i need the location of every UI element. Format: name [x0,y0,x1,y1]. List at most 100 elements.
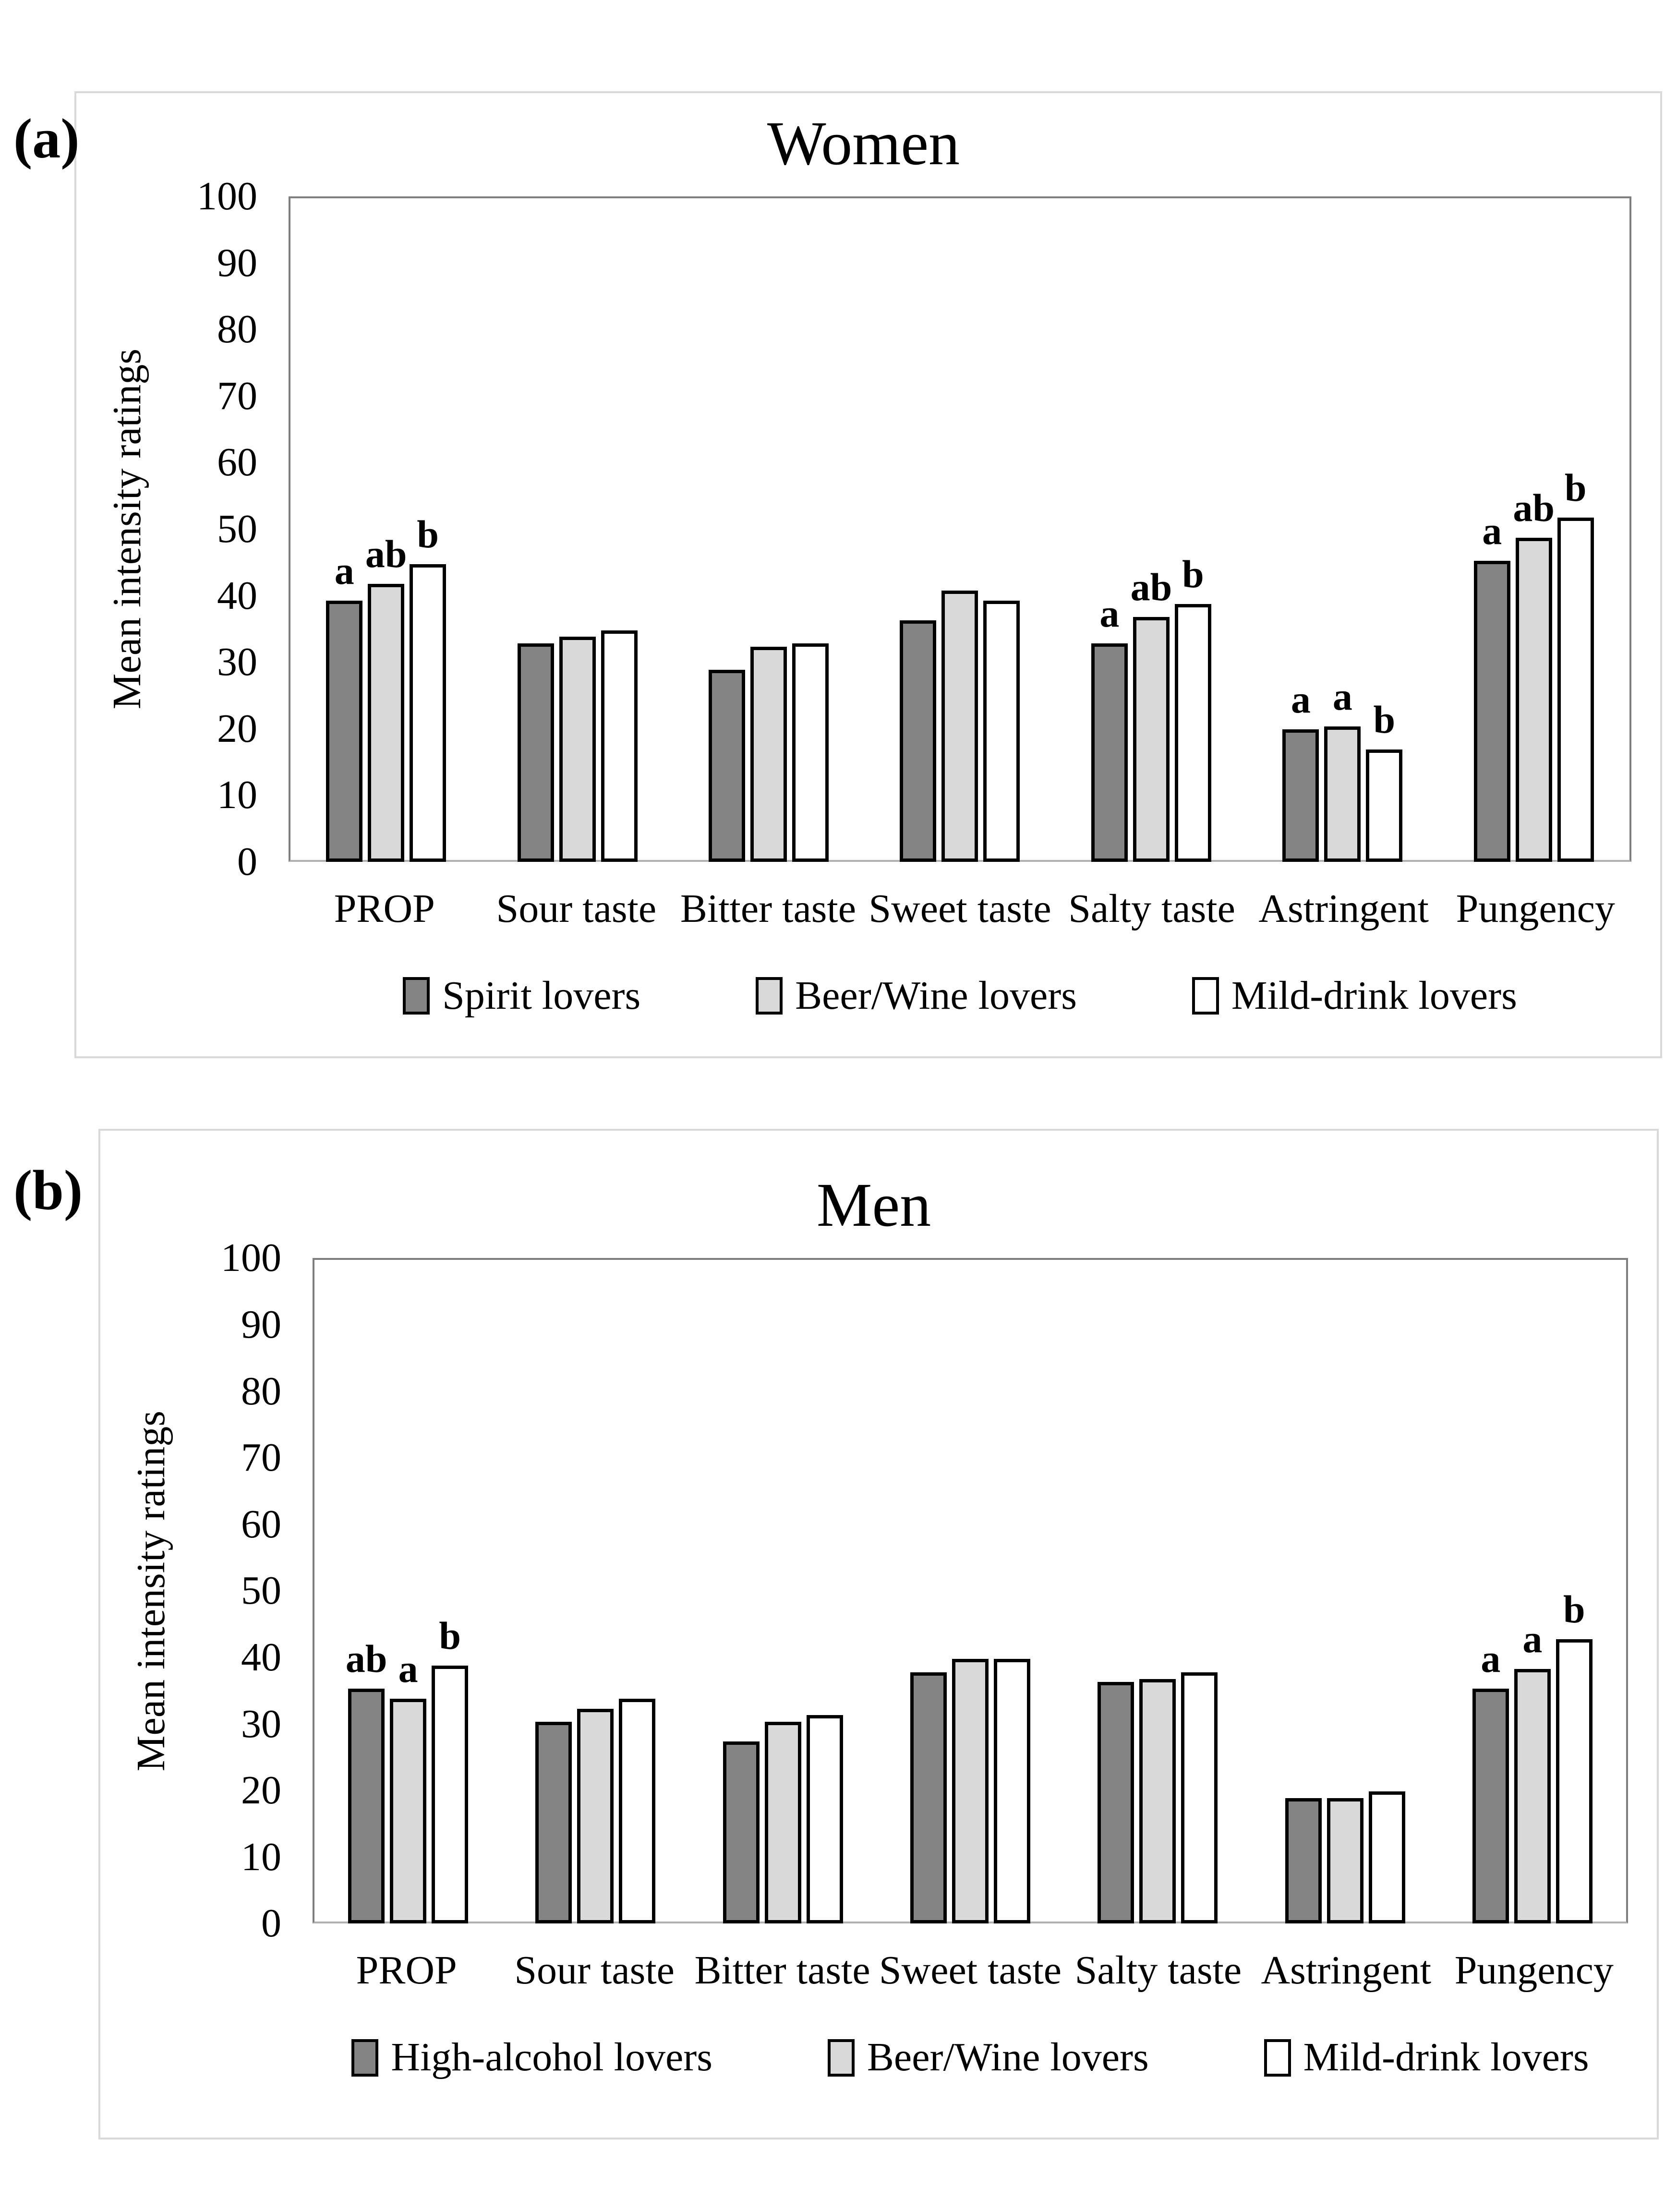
figure-two-panel-bar-charts: (a) Women Mean intensity ratings 100 90 80… [0,91,1677,2212]
bar: ab [346,1639,387,1924]
significance-letter: a [334,548,354,592]
x-category-label: Sweet taste [879,1948,1062,1993]
significance-letter: b [439,1613,461,1657]
y-tick-label: 100 [197,174,257,218]
x-category-label: PROP [356,1948,457,1993]
bar: b [1174,554,1211,862]
legend-item: Mild-drink lovers [1192,973,1517,1018]
plot-area: ab a b a a b [313,1258,1628,1924]
bar [910,1672,947,1924]
y-tick-label: 80 [217,307,257,352]
bar-group: a ab b [290,198,482,862]
y-tick-label: 100 [221,1235,281,1281]
bar: a [1514,1619,1551,1924]
y-tick-label: 50 [217,507,257,551]
x-category-label: Sour taste [496,886,657,931]
significance-letter: ab [345,1637,387,1681]
significance-letter: b [1182,552,1204,596]
bar [709,670,746,862]
chart-grid: Mean intensity ratings 100 90 80 70 60 50 40 30… [96,176,1631,1018]
significance-letter: ab [365,532,407,576]
bar: a [1091,594,1128,862]
bar: a [326,551,363,862]
significance-letter: a [1522,1617,1543,1661]
plot-column: ab a b a a b PROP Sour taste Bitter taste Sweet … [313,1258,1628,2079]
bar [535,1722,572,1924]
y-tick-label: 20 [217,706,257,751]
bar: a [1324,677,1361,862]
legend-swatch [827,2039,855,2077]
bar [952,1659,989,1924]
y-axis-ticks: 100 90 80 70 60 50 40 30 20 10 0 [158,176,289,882]
significance-letter: ab [1130,565,1172,609]
y-tick-label: 10 [241,1834,281,1879]
bar [723,1741,760,1924]
x-category-label: Salty taste [1074,1948,1242,1993]
bar [559,637,596,862]
bar: a [1472,1639,1509,1924]
bar [1139,1679,1176,1924]
significance-letter: b [417,512,439,556]
y-tick-label: 70 [241,1435,281,1480]
y-axis-title-cell: Mean intensity ratings [96,196,158,862]
bar-group [689,1260,877,1924]
bar: b [1556,1589,1593,1924]
x-axis-labels: PROP Sour taste Bitter taste Sweet taste Sal… [313,1946,1628,1994]
y-tick-label: 0 [261,1901,281,1946]
legend: Spirit lovers Beer/Wine lovers Mild-drink … [289,973,1631,1018]
plot-column: a ab b a ab b a a b a ab b PROP Sour taste Bitter tas… [289,196,1631,1018]
x-category-label: Bitter taste [680,886,857,931]
legend-item: Beer/Wine lovers [756,973,1077,1018]
significance-letter: a [1099,592,1120,636]
bar [601,630,638,862]
bar [983,600,1020,862]
y-tick-label: 40 [241,1634,281,1680]
legend-label: High-alcohol lovers [391,2035,712,2080]
x-category-label: Astringent [1258,886,1429,931]
chart-grid: Mean intensity ratings 100 90 80 70 60 50 40 30… [120,1238,1628,2079]
legend-label: Beer/Wine lovers [795,973,1077,1018]
significance-letter: ab [1513,485,1555,530]
bar [517,643,554,862]
bar [1327,1798,1363,1924]
chart-title-men: Men [816,1171,931,1240]
significance-letter: a [1481,1637,1501,1681]
legend-label: Spirit lovers [442,973,641,1018]
y-tick-label: 60 [241,1501,281,1547]
y-axis-title: Mean intensity ratings [128,1410,173,1771]
bar-group [1064,1260,1251,1924]
bar [750,647,787,862]
bar: a [1473,511,1510,862]
bar-group [1251,1260,1438,1924]
significance-letter: b [1564,466,1587,510]
plot-area: a ab b a ab b a a b a ab b [289,196,1631,862]
x-category-label: Pungency [1454,1948,1614,1993]
bar: b [1366,700,1403,862]
bar [1098,1682,1134,1924]
y-tick-label: 70 [217,373,257,418]
x-category-label: PROP [334,886,435,931]
bar: ab [1131,568,1172,862]
bar [577,1708,614,1924]
y-tick-label: 50 [241,1568,281,1613]
significance-letter: a [1291,677,1311,722]
bar-group [877,1260,1064,1924]
legend-item: High-alcohol lovers [351,2035,712,2079]
bar-group [482,198,673,862]
y-tick-label: 30 [217,640,257,685]
bar [792,643,829,862]
y-tick-label: 30 [241,1701,281,1746]
bar: a [1282,680,1319,862]
y-tick-label: 90 [241,1302,281,1347]
y-tick-label: 90 [217,240,257,285]
bar: b [410,514,446,862]
y-tick-label: 20 [241,1768,281,1813]
x-category-label: Salty taste [1068,886,1235,931]
panel-women-chart: Women Mean intensity ratings 100 90 80 70 60… [74,91,1662,1059]
legend-swatch [1264,2039,1291,2077]
x-category-label: Pungency [1456,886,1615,931]
bar: b [1557,468,1594,862]
legend-item: Beer/Wine lovers [827,2035,1149,2079]
y-axis-ticks: 100 90 80 70 60 50 40 30 20 10 0 [182,1238,313,1944]
